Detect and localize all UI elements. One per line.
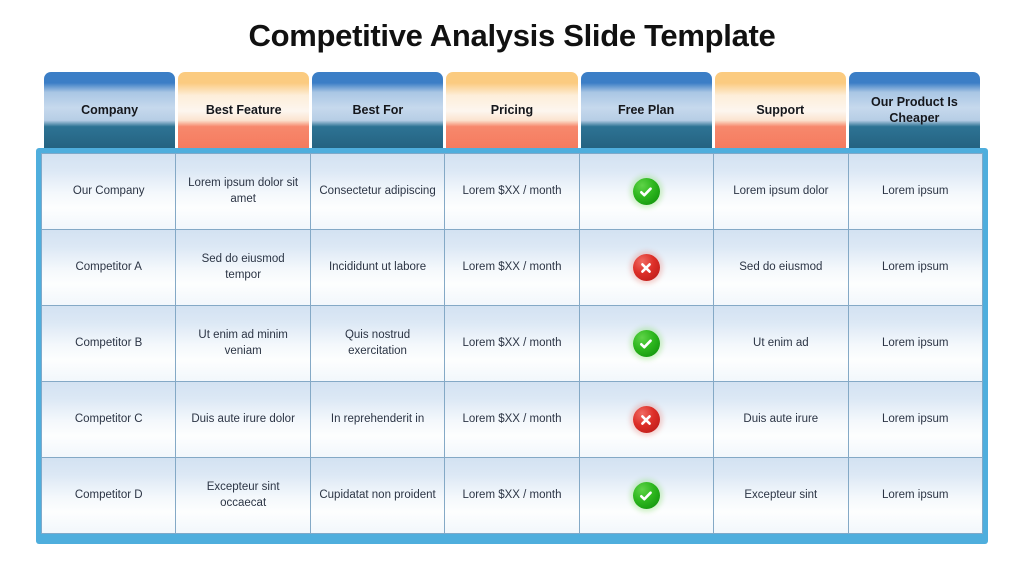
cell-support: Sed do eiusmod [714, 230, 849, 305]
cell-free-plan [580, 306, 715, 381]
cell-text: Lorem ipsum dolor [733, 184, 829, 197]
table-header-row: Company Best Feature Best For Pricing Free P… [44, 72, 980, 150]
column-header-best-feature[interactable]: Best Feature [178, 72, 310, 150]
cell-pricing: Lorem $XX / month [445, 230, 580, 305]
cell-pricing: Lorem $XX / month [445, 458, 580, 533]
cell-support: Excepteur sint [714, 458, 849, 533]
column-header-label: Our Product Is Cheaper [871, 95, 958, 125]
cell-text: Lorem ipsum [882, 488, 949, 501]
cell-text: Competitor A [75, 260, 142, 273]
table-row: Competitor C Duis aute irure dolor In repr… [42, 382, 982, 458]
column-header-best-for[interactable]: Best For [312, 72, 444, 150]
cell-free-plan [580, 154, 715, 229]
cell-text: Lorem $XX / month [462, 260, 562, 273]
cell-text: Our Company [72, 184, 145, 197]
cell-company: Competitor B [42, 306, 177, 381]
cell-cheaper: Lorem ipsum [849, 306, 982, 381]
cell-cheaper: Lorem ipsum [849, 382, 982, 457]
cell-best-for: Cupidatat non proident [311, 458, 446, 533]
table-row: Competitor A Sed do eiusmod tempor Incidid… [42, 230, 982, 306]
cell-text: Lorem $XX / month [462, 336, 562, 349]
cell-text: Competitor D [74, 488, 143, 501]
cell-text: Competitor B [75, 336, 143, 349]
comparison-table: Our Company Lorem ipsum dolor sit amet Con… [41, 153, 983, 534]
column-header-support[interactable]: Support [714, 72, 846, 150]
cell-best-for: Incididunt ut labore [311, 230, 446, 305]
cell-text: Lorem $XX / month [462, 184, 562, 197]
cell-text: Duis aute irure dolor [191, 412, 295, 425]
cell-cheaper: Lorem ipsum [849, 154, 982, 229]
comparison-table-frame: Our Company Lorem ipsum dolor sit amet Con… [36, 148, 988, 544]
cell-cheaper: Lorem ipsum [849, 230, 982, 305]
cell-text: Sed do eiusmod [739, 260, 823, 273]
cell-best-feature: Sed do eiusmod tempor [176, 230, 311, 305]
cell-text: Lorem ipsum [882, 336, 949, 349]
cell-text: Consectetur adipiscing [319, 184, 436, 197]
cell-text: Lorem $XX / month [462, 488, 562, 501]
cell-text: Cupidatat non proident [319, 488, 436, 501]
cell-best-feature: Duis aute irure dolor [176, 382, 311, 457]
cell-text: Excepteur sint [744, 488, 818, 501]
column-header-free-plan[interactable]: Free Plan [580, 72, 712, 150]
column-header-label: Support [756, 103, 805, 118]
cell-free-plan [580, 458, 715, 533]
table-row: Competitor B Ut enim ad minim veniam Quis … [42, 306, 982, 382]
cell-company: Our Company [42, 154, 177, 229]
column-header-label: Pricing [490, 103, 534, 118]
cell-support: Lorem ipsum dolor [714, 154, 849, 229]
column-header-company[interactable]: Company [44, 72, 176, 150]
cell-text: Excepteur sint occaecat [206, 480, 280, 509]
check-circle-icon [632, 482, 660, 509]
cell-pricing: Lorem $XX / month [445, 382, 580, 457]
cell-text: In reprehenderit in [330, 412, 425, 425]
cell-text: Lorem $XX / month [462, 412, 562, 425]
cell-free-plan [580, 382, 715, 457]
table-row: Competitor D Excepteur sint occaecat Cupid… [42, 458, 982, 533]
cell-text: Competitor C [74, 412, 143, 425]
cell-text: Lorem ipsum dolor sit amet [188, 176, 299, 205]
check-circle-icon [632, 178, 660, 205]
cross-circle-icon [632, 406, 660, 433]
cell-text: Lorem ipsum [882, 260, 949, 273]
cell-text: Ut enim ad [753, 336, 809, 349]
column-header-label: Company [81, 103, 139, 118]
column-header-label: Free Plan [617, 103, 675, 118]
cross-circle-icon [632, 254, 660, 281]
column-header-pricing[interactable]: Pricing [446, 72, 578, 150]
cell-best-for: Consectetur adipiscing [311, 154, 446, 229]
cell-support: Duis aute irure [714, 382, 849, 457]
cell-company: Competitor D [42, 458, 177, 533]
cell-text: Sed do eiusmod tempor [201, 252, 285, 281]
column-header-label: Best For [352, 103, 404, 118]
cell-pricing: Lorem $XX / month [445, 154, 580, 229]
column-header-label: Best Feature [205, 103, 282, 118]
cell-text: Lorem ipsum [882, 184, 949, 197]
column-header-our-product-is-cheaper[interactable]: Our Product Is Cheaper [848, 72, 980, 150]
cell-best-for: In reprehenderit in [311, 382, 446, 457]
cell-company: Competitor A [42, 230, 177, 305]
cell-text: Ut enim ad minim veniam [198, 328, 288, 357]
cell-text: Duis aute irure [743, 412, 819, 425]
page-title: Competitive Analysis Slide Template [248, 18, 776, 53]
cell-company: Competitor C [42, 382, 177, 457]
cell-best-feature: Lorem ipsum dolor sit amet [176, 154, 311, 229]
cell-text: Quis nostrud exercitation [344, 328, 411, 357]
cell-text: Lorem ipsum [882, 412, 949, 425]
cell-best-feature: Excepteur sint occaecat [176, 458, 311, 533]
table-row: Our Company Lorem ipsum dolor sit amet Con… [42, 154, 982, 230]
table-body-grid: Our Company Lorem ipsum dolor sit amet Con… [42, 154, 982, 533]
check-circle-icon [632, 330, 660, 357]
cell-text: Incididunt ut labore [328, 260, 427, 273]
cell-support: Ut enim ad [714, 306, 849, 381]
cell-best-feature: Ut enim ad minim veniam [176, 306, 311, 381]
cell-cheaper: Lorem ipsum [849, 458, 982, 533]
cell-best-for: Quis nostrud exercitation [311, 306, 446, 381]
cell-free-plan [580, 230, 715, 305]
cell-pricing: Lorem $XX / month [445, 306, 580, 381]
